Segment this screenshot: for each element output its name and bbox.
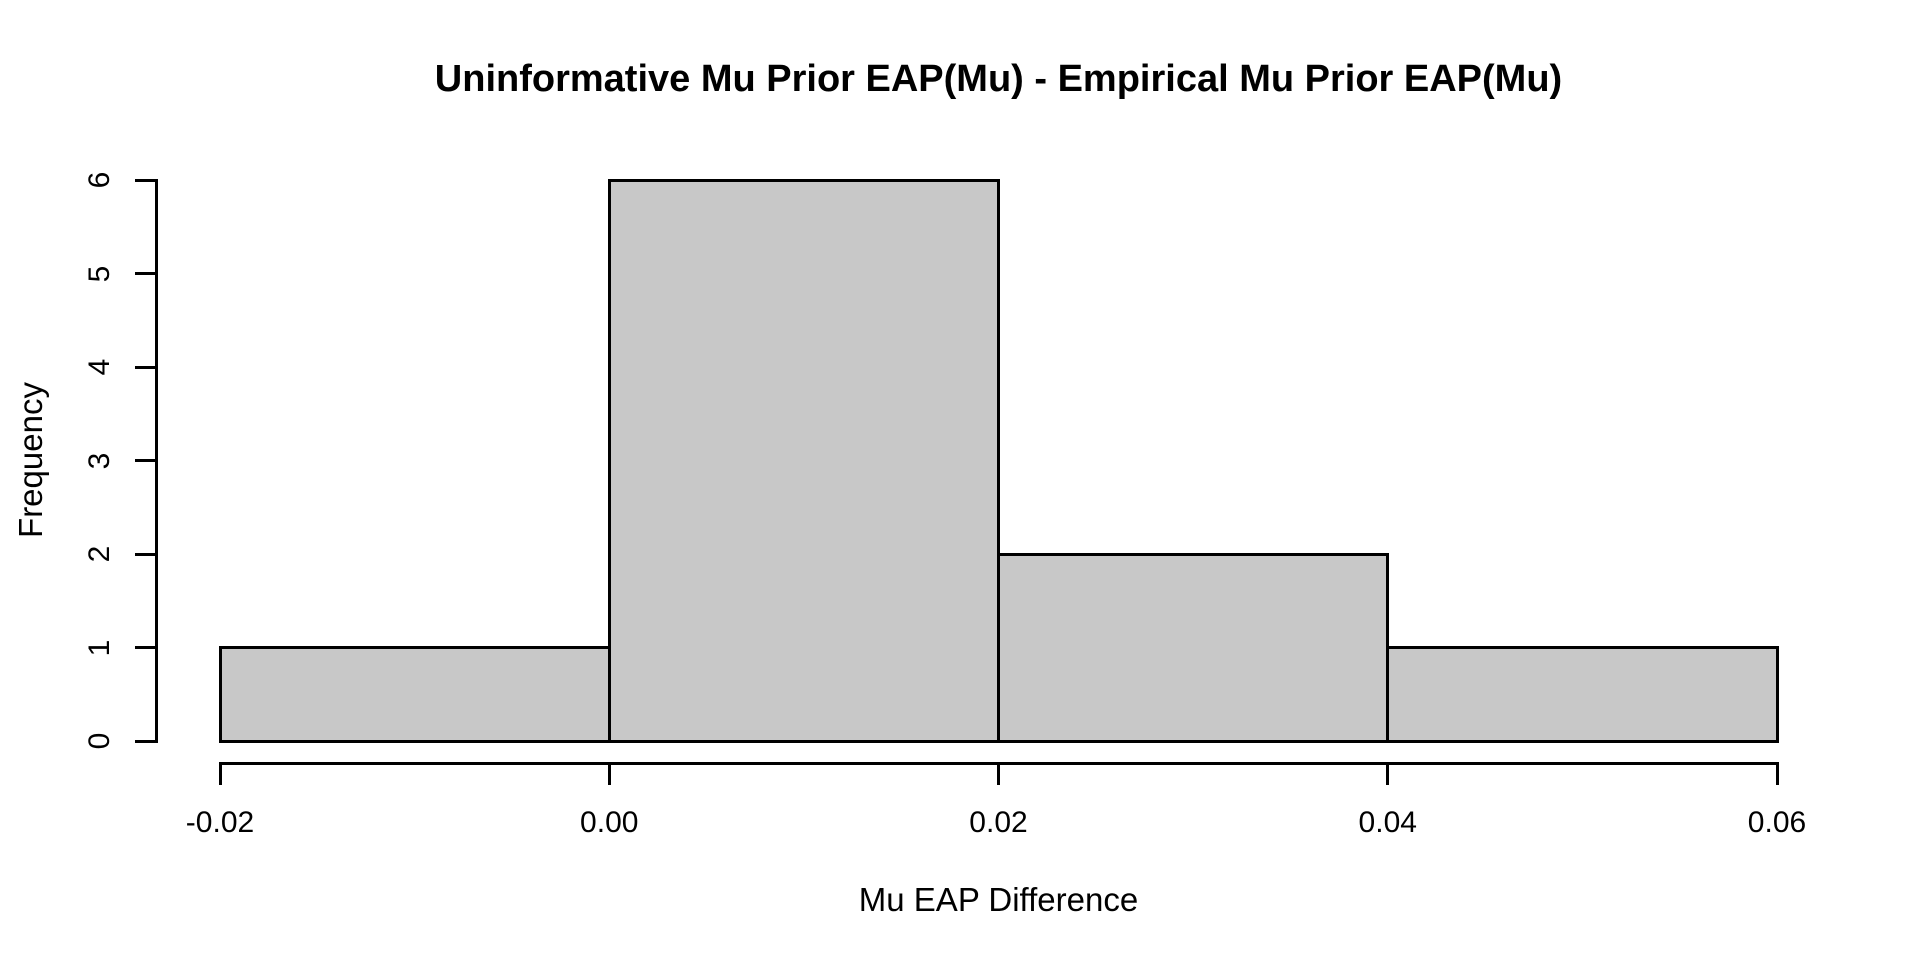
y-tick-label: 1: [83, 639, 116, 656]
chart-title: Uninformative Mu Prior EAP(Mu) - Empiric…: [434, 58, 1563, 100]
x-axis-title: Mu EAP Difference: [858, 881, 1139, 918]
y-tick: [134, 459, 155, 462]
x-tick: [218, 764, 222, 785]
y-axis-line: [154, 178, 158, 743]
x-tick-label: 0.02: [969, 806, 1028, 839]
x-tick-label: 0.06: [1747, 806, 1807, 839]
y-tick-label: 0: [83, 732, 116, 750]
y-tick: [134, 646, 155, 649]
y-tick: [134, 739, 155, 743]
histogram-bar-1: [607, 178, 1000, 743]
x-tick: [607, 764, 611, 785]
histogram-bar-0: [218, 646, 611, 743]
x-tick-label: 0.04: [1358, 806, 1417, 839]
y-tick-label: 3: [83, 452, 116, 469]
histogram-bar-2: [997, 552, 1390, 743]
x-tick: [1386, 764, 1390, 785]
histogram-bar-3: [1386, 646, 1779, 743]
y-tick-label: 2: [83, 545, 116, 563]
y-tick: [134, 365, 155, 369]
x-tick: [1775, 764, 1779, 785]
y-tick: [134, 178, 155, 182]
y-tick-label: 5: [83, 265, 116, 282]
x-axis-line: [218, 761, 1779, 765]
x-tick-label: -0.02: [185, 806, 255, 839]
y-axis-title: Frequency: [12, 382, 49, 538]
x-tick: [997, 764, 1000, 785]
y-tick-label: 4: [83, 358, 116, 376]
y-tick: [134, 272, 155, 275]
y-tick-label: 6: [83, 171, 116, 189]
y-tick: [134, 552, 155, 556]
x-tick-label: 0.00: [580, 806, 639, 839]
